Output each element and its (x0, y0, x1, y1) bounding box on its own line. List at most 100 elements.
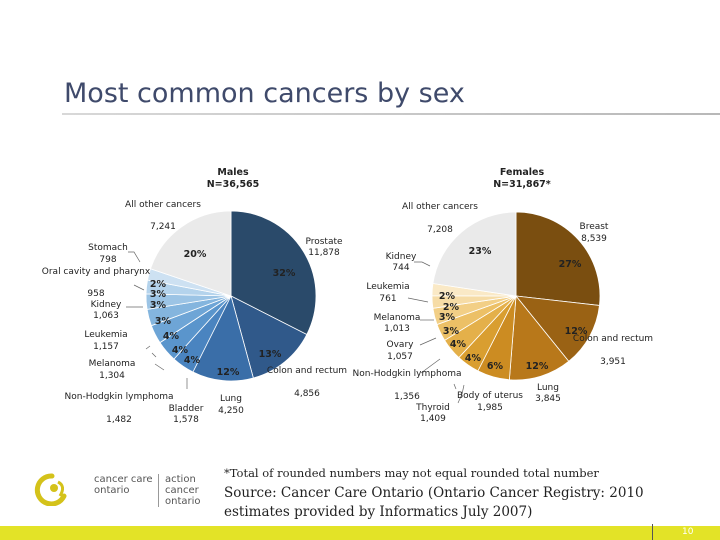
male-leader-lines (126, 251, 188, 389)
male-label-prostate: Prostate (305, 237, 343, 247)
male-category-labels: All other cancers 7,241 Prostate 11,878 … (42, 200, 347, 425)
logo-line: cancer care (94, 474, 153, 485)
female-count-melanoma: 1,013 (384, 324, 410, 334)
male-label-other: All other cancers (125, 200, 201, 210)
female-count-nhl: 1,356 (394, 392, 420, 402)
female-count-other: 7,208 (427, 225, 453, 235)
male-slice-lung (192, 294, 254, 382)
cancer-care-ontario-logo: cancer care ontario action cancer ontari… (30, 470, 220, 507)
female-count-uterus: 1,985 (477, 403, 503, 413)
female-percent-labels: 23% 27% 2% 2% 3% 3% 4% 4% 6% 12% 12% (439, 246, 588, 372)
female-label-thyroid: Thyroid (415, 403, 450, 413)
male-pct-prostate: 32% (273, 268, 296, 279)
female-label-nhl: Non-Hodgkin lymphoma (353, 369, 462, 379)
male-chart-subtitle: N=36,565 (207, 179, 260, 190)
male-count-colon: 4,856 (294, 389, 320, 399)
female-category-labels: All other cancers 7,208 Breast 8,539 Kid… (353, 202, 654, 424)
female-pie-chart (431, 211, 601, 381)
logo-line: ontario (165, 496, 201, 507)
female-label-breast: Breast (580, 222, 609, 232)
source-note: Source: Cancer Care Ontario (Ontario Can… (224, 485, 644, 520)
female-label-other: All other cancers (402, 202, 478, 212)
male-count-melanoma: 1,304 (99, 371, 125, 381)
female-count-lung: 3,845 (535, 394, 561, 404)
male-slice-prostate (230, 210, 317, 336)
female-count-thyroid: 1,409 (420, 414, 446, 424)
female-slice-breast (515, 211, 601, 306)
logo-mark-icon (34, 473, 67, 507)
female-count-colon: 3,951 (600, 357, 626, 367)
male-count-oral: 958 (87, 289, 104, 299)
male-pct-stomach: 2% (150, 279, 167, 290)
male-label-melanoma: Melanoma (89, 359, 136, 369)
female-label-ovary: Ovary (387, 340, 415, 350)
page-number: 10 (682, 527, 694, 537)
male-count-prostate: 11,878 (308, 248, 340, 258)
male-pct-colon: 13% (259, 349, 282, 360)
female-pct-nhl: 4% (450, 339, 467, 350)
logo-text-english: cancer care ontario (94, 474, 153, 496)
male-label-nhl: Non-Hodgkin lymphoma (65, 392, 174, 402)
male-pct-other: 20% (184, 249, 207, 260)
logo-line: ontario (94, 485, 130, 496)
male-pct-oral: 3% (150, 289, 167, 300)
female-label-melanoma: Melanoma (374, 313, 421, 323)
female-count-kidney: 744 (392, 263, 409, 273)
male-count-lung: 4,250 (218, 406, 244, 416)
female-pct-colon: 12% (565, 326, 588, 337)
page-title: Most common cancers by sex (64, 78, 465, 109)
female-label-uterus: Body of uterus (457, 391, 523, 401)
male-pie-chart (145, 210, 317, 382)
male-pct-leukemia: 3% (155, 316, 172, 327)
male-pct-lung: 12% (217, 367, 240, 378)
male-label-leukemia: Leukemia (84, 330, 127, 340)
female-count-leukemia: 761 (379, 294, 396, 304)
male-pct-kidney: 3% (150, 300, 167, 311)
male-label-colon: Colon and rectum (267, 366, 347, 376)
female-pct-other: 23% (469, 246, 492, 257)
female-chart-subtitle: N=31,867* (493, 179, 551, 190)
female-slice-colon-and-rectum (515, 295, 600, 362)
male-pct-bladder: 4% (184, 355, 201, 366)
female-pct-lung: 12% (526, 361, 549, 372)
female-pct-thyroid: 4% (465, 353, 482, 364)
title-underline (62, 113, 720, 115)
male-chart-title: Males (217, 167, 249, 178)
male-count-bladder: 1,578 (173, 415, 199, 425)
female-pct-melanoma: 3% (439, 312, 456, 323)
male-pct-melanoma: 4% (163, 331, 180, 342)
female-label-lung: Lung (537, 383, 559, 393)
male-label-stomach: Stomach (88, 243, 128, 253)
female-chart-title: Females (500, 167, 545, 178)
female-pct-ovary: 3% (443, 326, 460, 337)
female-pct-kidney: 2% (439, 291, 456, 302)
female-pct-uterus: 6% (487, 361, 504, 372)
male-label-kidney: Kidney (91, 300, 122, 310)
footer-bar (0, 526, 720, 540)
male-count-other: 7,241 (150, 222, 176, 232)
male-pct-nhl: 4% (172, 345, 189, 356)
female-pct-leukemia: 2% (443, 302, 460, 313)
male-count-stomach: 798 (99, 255, 116, 265)
footnote: *Total of rounded numbers may not equal … (224, 466, 599, 480)
female-slice-all-other-cancers (432, 211, 517, 297)
male-count-kidney: 1,063 (93, 311, 119, 321)
male-slice-colon-and-rectum (230, 295, 308, 379)
female-leader-lines (407, 261, 465, 404)
female-label-leukemia: Leukemia (366, 282, 409, 292)
male-slice-all-other-cancers (149, 210, 232, 297)
female-pct-breast: 27% (559, 259, 582, 270)
female-count-ovary: 1,057 (387, 352, 413, 362)
logo-line: action cancer (165, 474, 199, 496)
male-label-lung: Lung (220, 394, 242, 404)
female-count-breast: 8,539 (581, 234, 607, 244)
male-count-leukemia: 1,157 (93, 342, 119, 352)
female-label-kidney: Kidney (386, 252, 417, 262)
male-label-bladder: Bladder (169, 404, 204, 414)
male-percent-labels: 20% 32% 2% 3% 3% 3% 4% 4% 4% 12% 13% (150, 249, 296, 378)
male-count-nhl: 1,482 (106, 415, 132, 425)
logo-text-french: action cancer ontario (158, 474, 220, 507)
female-slice-lung (508, 294, 570, 381)
female-label-colon: Colon and rectum (573, 334, 653, 344)
